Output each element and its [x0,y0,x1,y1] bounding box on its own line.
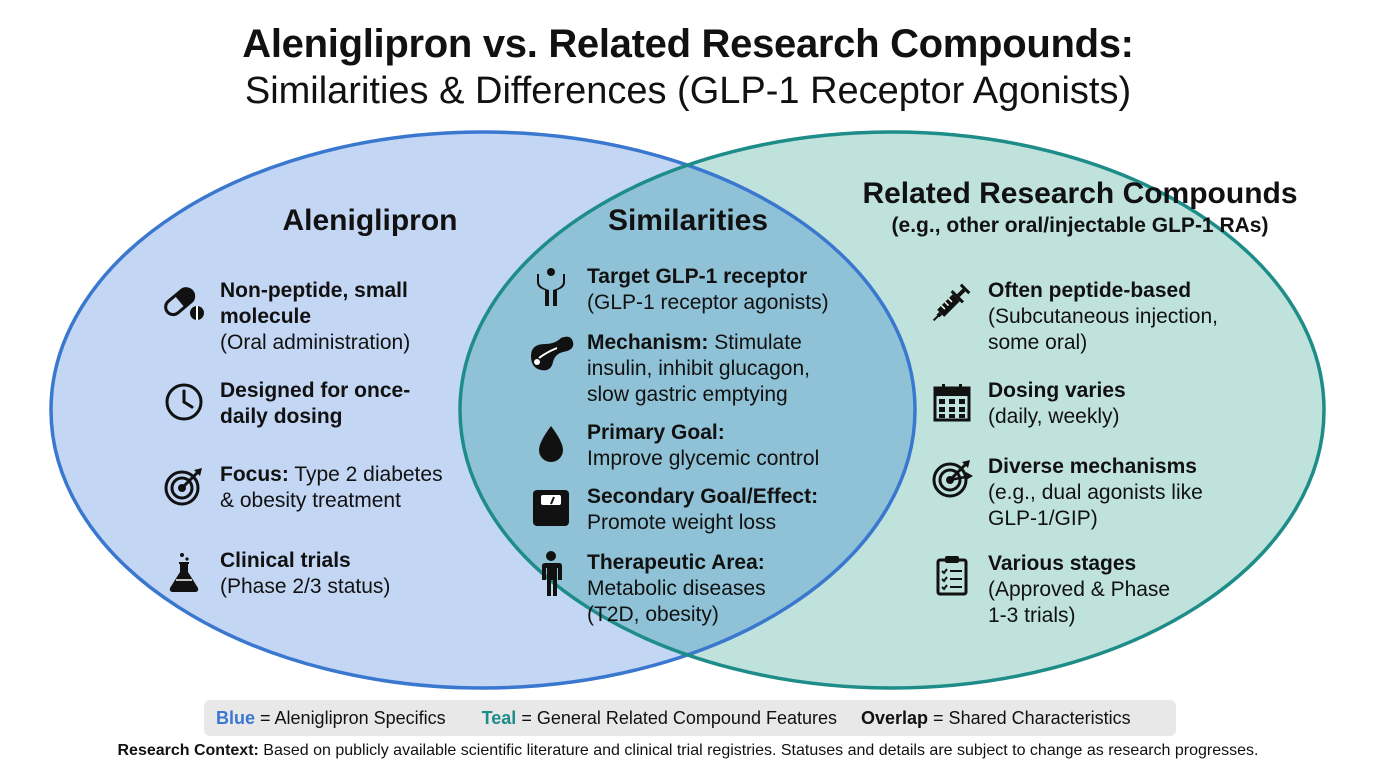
legend-teal-text: = General Related Compound Features [516,707,837,728]
right-item-2: Dosing varies (daily, weekly) [928,378,1228,430]
middle-item-4-bold: Secondary Goal/Effect: [587,485,819,508]
right-item-3-bold: Diverse mechanisms [988,455,1197,478]
footer-text: Based on publicly available scientific l… [258,742,1259,759]
right-item-2-bold: Dosing varies [988,379,1126,402]
left-item-2-bold: Designed for once-daily dosing [220,379,411,428]
right-item-4-bold: Various stages [988,552,1137,575]
pill-icon [160,278,208,326]
right-item-2-text: (daily, weekly) [988,405,1120,428]
right-item-1-bold: Often peptide-based [988,279,1192,302]
middle-item-5-text: Metabolic diseases (T2D, obesity) [587,577,766,626]
title-line-2: Similarities & Differences (GLP-1 Recept… [244,70,1132,112]
person-icon [527,550,575,598]
pancreas-icon [527,330,575,378]
calendar-icon [928,378,976,426]
middle-item-1-bold: Target GLP-1 receptor [587,265,808,288]
middle-item-1: Target GLP-1 receptor (GLP-1 receptor ag… [527,264,847,316]
middle-item-2-text: Stimulate insulin, inhibit glucagon, slo… [587,331,810,406]
middle-item-4: Secondary Goal/Effect: Promote weight lo… [527,484,847,536]
flask-icon [160,548,208,596]
middle-heading: Similarities [607,204,769,237]
drop-icon [527,420,575,468]
right-subheading: (e.g., other oral/injectable GLP-1 RAs) [891,214,1269,237]
middle-item-2: Mechanism: Stimulate insulin, inhibit gl… [527,330,827,408]
middle-item-2-bold: Mechanism: [587,331,709,354]
left-item-2: Designed for once-daily dosing [160,378,420,430]
middle-item-1-text: (GLP-1 receptor agonists) [587,291,829,314]
syringe-icon [928,278,976,326]
right-item-1-text: (Subcutaneous injection, some oral) [988,305,1218,354]
legend-overlap-key: Overlap [861,707,929,728]
receptor-icon [527,264,575,312]
left-circle-outline [49,130,917,690]
title-line-1: Aleniglipron vs. Related Research Compou… [242,22,1134,66]
right-heading: Related Research Compounds [862,177,1298,210]
left-item-4-bold: Clinical trials [220,549,351,572]
left-item-4-text: (Phase 2/3 status) [220,575,391,598]
left-heading: Aleniglipron [282,204,458,237]
left-item-4: Clinical trials (Phase 2/3 status) [160,548,440,600]
middle-item-3: Primary Goal: Improve glycemic control [527,420,847,472]
left-item-3: Focus: Type 2 diabetes & obesity treatme… [160,462,460,514]
legend: Blue = Aleniglipron Specifics Teal = Gen… [204,700,1176,736]
scale-icon [527,484,575,532]
right-item-1: Often peptide-based (Subcutaneous inject… [928,278,1228,356]
overlap-region [460,132,915,688]
legend-overlap-text: = Shared Characteristics [928,707,1131,728]
clipboard-icon [928,551,976,599]
clock-icon [160,378,208,426]
middle-item-5-bold: Therapeutic Area: [587,551,765,574]
right-circle-outline [458,130,1326,690]
target-icon [160,462,208,510]
footer-label: Research Context: [117,742,259,759]
left-item-1: Non-peptide, small molecule (Oral admini… [160,278,440,356]
left-item-3-bold: Focus: [220,463,289,486]
middle-item-5: Therapeutic Area: Metabolic diseases (T2D… [527,550,827,628]
left-item-1-bold: Non-peptide, small molecule [220,279,408,328]
right-item-4: Various stages (Approved & Phase 1-3 tri… [928,551,1228,629]
middle-item-3-bold: Primary Goal: [587,421,725,444]
legend-blue-key: Blue [216,707,256,728]
right-item-3: Diverse mechanisms (e.g., dual agonists … [928,454,1228,532]
research-context-footer: Research Context: Based on publicly avai… [0,742,1376,760]
right-item-3-text: (e.g., dual agonists like GLP-1/GIP) [988,481,1203,530]
dual-target-icon [928,454,976,502]
legend-teal-key: Teal [481,707,517,728]
middle-item-3-text: Improve glycemic control [587,447,820,470]
left-item-1-text: (Oral administration) [220,331,411,354]
middle-item-4-text: Promote weight loss [587,511,777,534]
right-item-4-text: (Approved & Phase 1-3 trials) [988,578,1171,627]
left-item-3-text: Type 2 diabetes & obesity treatment [220,463,443,512]
legend-blue-text: = Aleniglipron Specifics [255,707,446,728]
